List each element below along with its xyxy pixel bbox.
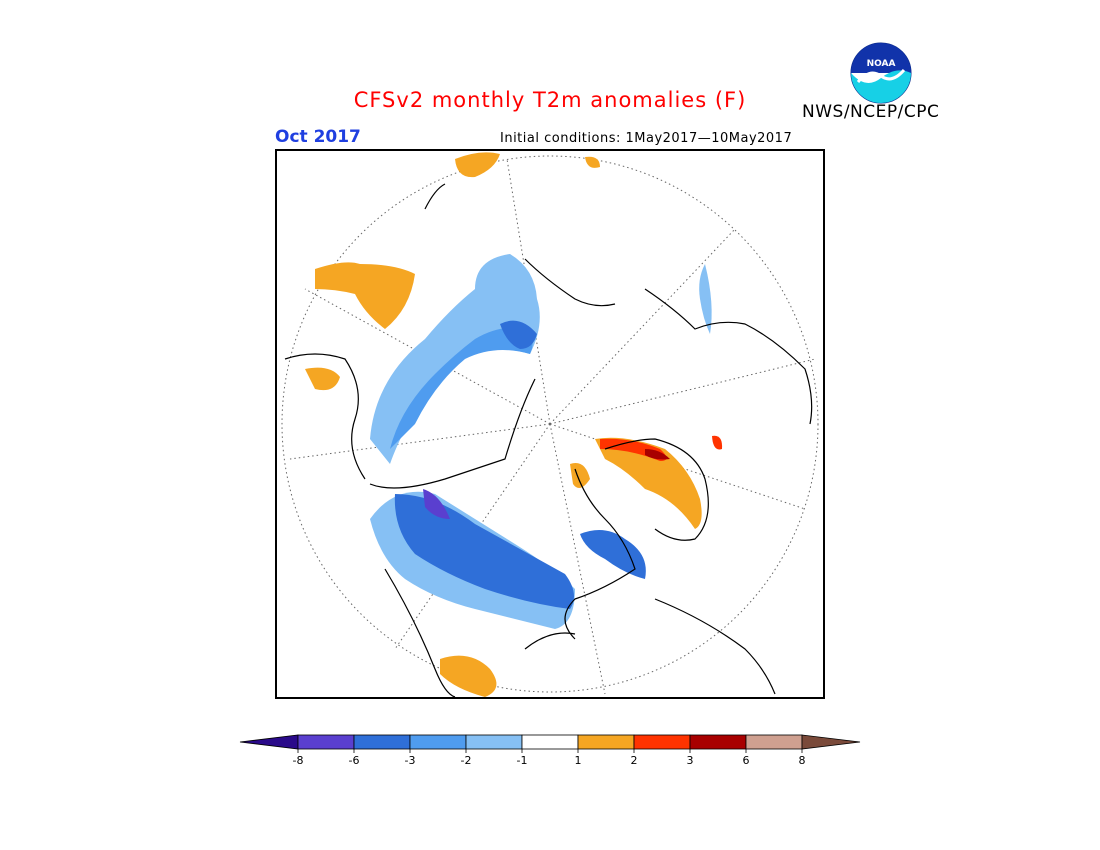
colorbar-tick-label: 8 <box>799 754 806 767</box>
agency-label: NWS/NCEP/CPC <box>802 102 940 122</box>
colorbar-tick-label: 6 <box>743 754 750 767</box>
colorbar-swatch <box>465 734 523 750</box>
colorbar-swatch <box>801 734 861 750</box>
logo-text: NOAA <box>867 59 896 69</box>
colorbar-swatch <box>633 734 691 750</box>
chart-title: CFSv2 monthly T2m anomalies (F) <box>353 88 747 112</box>
colorbar-tick-label: -8 <box>293 754 304 767</box>
map-panel <box>275 149 825 699</box>
colorbar-tick-label: -2 <box>461 754 472 767</box>
colorbar-swatch <box>689 734 747 750</box>
colorbar-tick-label: 1 <box>575 754 582 767</box>
colorbar-swatch <box>745 734 803 750</box>
noaa-logo-icon: NOAA <box>850 42 912 104</box>
colorbar-tick-label: -6 <box>349 754 360 767</box>
colorbar-tick-label: -3 <box>405 754 416 767</box>
color-legend: -8 -6 -3 -2 -1 1 2 3 6 8 <box>239 734 861 767</box>
colorbar-tick-label: -1 <box>517 754 528 767</box>
colorbar-swatch <box>521 734 579 750</box>
coastlines <box>284 183 813 698</box>
colorbar-swatch <box>409 734 467 750</box>
cool-anomaly-siberia <box>370 254 540 464</box>
colorbar-swatch <box>297 734 355 750</box>
cool-anomaly-canada <box>370 264 712 629</box>
colorbar-tick-label: 3 <box>687 754 694 767</box>
colorbar-swatch <box>353 734 411 750</box>
valid-month-label: Oct 2017 <box>275 127 361 147</box>
colorbar-swatch <box>239 734 299 750</box>
warm-anomaly-areas <box>305 152 723 697</box>
initial-conditions-label: Initial conditions: 1May2017—10May2017 <box>500 131 793 146</box>
colorbar-tick-label: 2 <box>631 754 638 767</box>
colorbar-swatch <box>577 734 635 750</box>
